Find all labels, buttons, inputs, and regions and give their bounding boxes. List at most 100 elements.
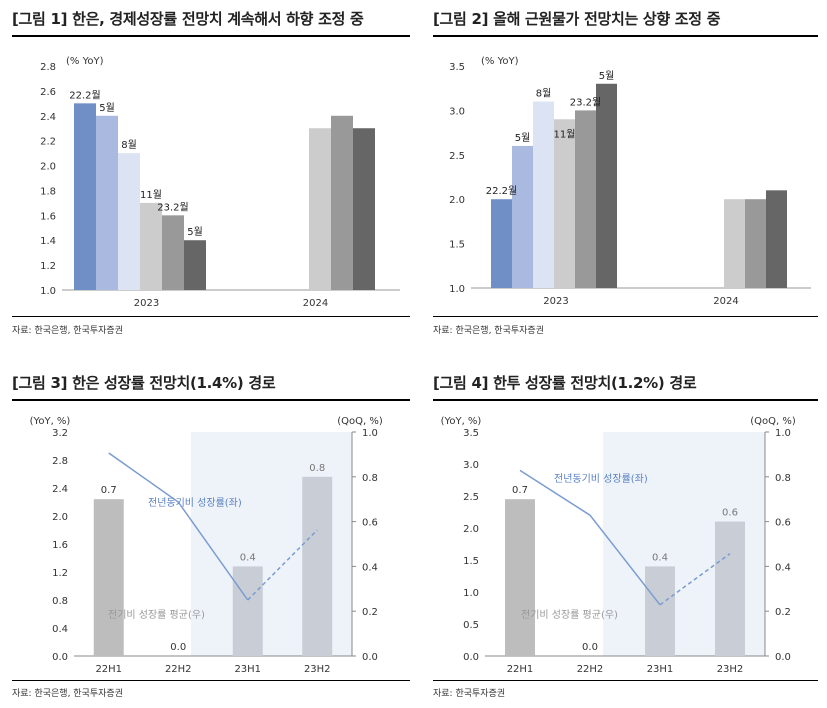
right-y-tick-label: 0.6 — [775, 518, 791, 529]
bar-2024-series-3 — [724, 199, 745, 288]
figure-4-panel: [그림 4] 한투 성장률 전망치(1.2%) 경로 (YoY, %) (QoQ,… — [433, 372, 818, 704]
bar-2024-series-4 — [331, 115, 353, 291]
left-y-tick-label: 1.0 — [463, 588, 479, 599]
yoy-growth-line — [108, 452, 249, 601]
bar-22H1 — [505, 499, 535, 656]
left-y-tick-label: 0.5 — [463, 620, 479, 631]
right-y-tick-label: 0.8 — [775, 473, 791, 484]
left-axis-unit-label: (YoY, %) — [441, 416, 482, 427]
figure-1-title: [그림 1] 한은, 경제성장률 전망치 계속해서 하향 조정 중 — [12, 10, 364, 28]
bar-value-label: 0.4 — [652, 552, 668, 563]
bar-2023-series-5 — [184, 240, 206, 290]
figure-2-bottom-rule — [433, 316, 818, 317]
figure-4-chart: (YoY, %) (QoQ, %) 3.5 3.0 2.5 2.0 1.5 1.0 0.5 0.0… — [441, 416, 796, 675]
bar-2023-series-1 — [96, 115, 118, 291]
x-tick-label: 23H2 — [717, 664, 744, 675]
right-y-tick-label: 0.6 — [362, 518, 378, 529]
figure-1-bottom-rule — [12, 316, 410, 317]
series-label: 5월 — [599, 70, 615, 82]
right-y-tick-label: 1.0 — [775, 428, 791, 439]
series-label: 5월 — [187, 226, 203, 238]
series-label: 8월 — [121, 139, 137, 151]
bar-2023-series-0 — [491, 199, 512, 288]
yoy-growth-line — [519, 469, 661, 606]
figure-1-source: 자료: 한국은행, 한국투자증권 — [12, 326, 123, 336]
left-y-tick-label: 2.5 — [463, 492, 479, 503]
qoq-bar-legend-label: 전기비 성장률 평균(우) — [521, 609, 618, 621]
y-tick-label: 1.0 — [449, 284, 465, 295]
left-y-tick-label: 3.5 — [463, 428, 479, 439]
figure-3-chart: (YoY, %) (QoQ, %) 3.2 2.8 2.4 2.0 1.6 1.2 0.8 0.4… — [30, 416, 383, 675]
left-y-tick-label: 1.2 — [52, 568, 68, 579]
y-tick-label: 3.5 — [449, 62, 465, 73]
bar-2023-series-4 — [575, 110, 596, 289]
y-axis-unit-label: (% YoY) — [481, 56, 519, 67]
left-y-tick-label: 0.8 — [52, 596, 68, 607]
x-tick-label: 2024 — [303, 298, 328, 309]
bar-value-label: 0.7 — [101, 485, 117, 496]
left-y-tick-label: 2.8 — [52, 456, 68, 467]
right-y-tick-label: 0.2 — [362, 607, 378, 618]
bar-value-label: 0.7 — [512, 485, 528, 496]
series-label: 23.2월 — [570, 96, 601, 108]
x-tick-label: 22H1 — [507, 664, 534, 675]
bar-2024-series-3 — [309, 128, 331, 290]
bar-2024-series-4 — [745, 199, 766, 288]
series-label: 22.2월 — [69, 89, 100, 101]
series-label: 8월 — [536, 88, 552, 100]
right-axis-unit-label: (QoQ, %) — [337, 416, 383, 427]
series-label: 11월 — [140, 189, 162, 201]
y-tick-label: 2.4 — [40, 112, 56, 123]
x-tick-label: 2023 — [543, 296, 568, 307]
figure-4-bottom-rule — [433, 680, 818, 681]
bar-23H2 — [302, 476, 333, 656]
bar-2024-series-5 — [353, 128, 375, 290]
series-label: 23.2월 — [157, 201, 188, 213]
figure-3-bottom-rule — [12, 680, 410, 681]
figure-2-panel: [그림 2] 올해 근원물가 전망치는 상향 조정 중 (% YoY) 3.5 3.… — [433, 8, 818, 338]
figure-2-title: [그림 2] 올해 근원물가 전망치는 상향 조정 중 — [433, 10, 721, 28]
y-tick-label: 2.6 — [40, 87, 56, 98]
y-tick-label: 2.8 — [40, 62, 56, 73]
left-y-tick-label: 3.0 — [463, 460, 479, 471]
x-tick-label: 23H1 — [234, 664, 261, 675]
bar-2023-series-3 — [554, 119, 575, 288]
y-tick-label: 1.5 — [449, 240, 465, 251]
figure-3-title: [그림 3] 한은 성장률 전망치(1.4%) 경로 — [12, 374, 276, 392]
x-tick-label: 22H2 — [165, 664, 192, 675]
x-tick-label: 2023 — [134, 298, 159, 309]
y-tick-label: 3.0 — [449, 106, 465, 117]
left-y-tick-label: 2.0 — [52, 512, 68, 523]
right-y-tick-label: 0.8 — [362, 473, 378, 484]
right-axis-unit-label: (QoQ, %) — [750, 416, 796, 427]
y-tick-label: 2.0 — [449, 195, 465, 206]
left-y-tick-label: 0.0 — [463, 652, 479, 663]
yoy-line-legend-label: 전년동기비 성장률(좌) — [148, 497, 242, 509]
bar-2023-series-2 — [118, 153, 140, 290]
series-label: 5월 — [515, 132, 531, 144]
x-tick-label: 23H2 — [304, 664, 331, 675]
bar-23H1 — [232, 566, 263, 656]
left-y-tick-label: 3.2 — [52, 428, 68, 439]
x-tick-label: 2024 — [713, 296, 738, 307]
series-label: 5월 — [99, 102, 115, 114]
left-y-tick-label: 0.0 — [52, 652, 68, 663]
left-axis-unit-label: (YoY, %) — [30, 416, 71, 427]
y-tick-label: 1.2 — [40, 261, 56, 272]
bar-23H2 — [715, 521, 745, 656]
bar-22H1 — [93, 499, 124, 656]
y-tick-label: 1.4 — [40, 236, 56, 247]
series-label: 22.2월 — [486, 185, 517, 197]
left-y-tick-label: 0.4 — [52, 624, 68, 635]
x-tick-label: 23H1 — [647, 664, 674, 675]
figure-2-top-rule — [433, 35, 818, 37]
figure-2-chart: (% YoY) 3.5 3.0 2.5 2.0 1.5 1.0 2023 2024 22.2월 5월… — [449, 56, 811, 307]
y-tick-label: 2.2 — [40, 137, 56, 148]
figure-3-source: 자료: 한국은행, 한국투자증권 — [12, 689, 123, 699]
bar-value-label: 0.0 — [582, 642, 598, 653]
left-y-tick-label: 2.4 — [52, 484, 68, 495]
figure-1-chart: (% YoY) 2.8 2.6 2.4 2.2 2.0 1.8 1.6 1.4 1.2 1.0 202… — [40, 56, 400, 309]
bar-2023-series-1 — [512, 145, 533, 288]
right-y-tick-label: 0.0 — [362, 652, 378, 663]
x-tick-label: 22H2 — [577, 664, 604, 675]
